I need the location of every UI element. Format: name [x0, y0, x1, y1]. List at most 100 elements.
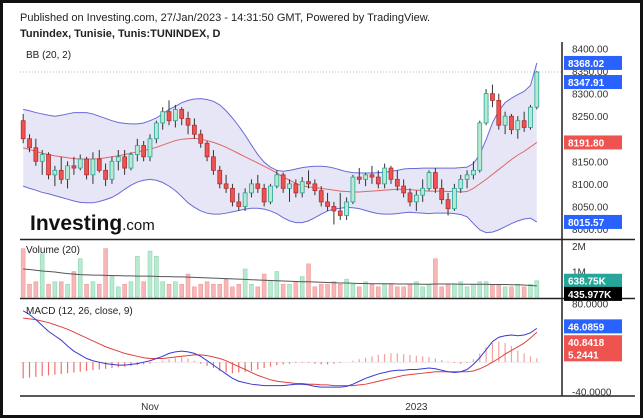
volume-bar [46, 283, 51, 298]
bb-lower-badge-bg [564, 214, 622, 229]
close-price-badge: 8347.91 [568, 78, 605, 89]
candle [344, 201, 349, 216]
candle [236, 201, 242, 207]
volume-bar [255, 286, 261, 298]
candle [287, 183, 292, 189]
candle [382, 167, 388, 185]
volume-bar [464, 286, 470, 298]
candle [84, 158, 89, 176]
volume-bar [395, 286, 400, 298]
volume-bar [299, 276, 305, 298]
volume-bar [407, 283, 413, 298]
volume-bar [445, 283, 451, 298]
volume-bar [502, 286, 508, 298]
volume-bar [249, 283, 254, 298]
candle [103, 169, 108, 180]
volume-bar [420, 286, 425, 298]
candle [96, 158, 102, 171]
bb-fill [23, 62, 537, 233]
price-tick-label: 8300.00 [572, 90, 609, 101]
candle [211, 156, 216, 171]
candle [312, 183, 318, 192]
volume-bar [312, 286, 318, 298]
macd-indicator-label: MACD (12, 26, close, 9) [26, 306, 133, 317]
volume-bar [77, 258, 83, 298]
volume-bar [223, 278, 229, 298]
volume-bar [58, 281, 64, 298]
volume-bar [337, 283, 343, 298]
volume-bar [496, 283, 502, 298]
volume-bar [128, 281, 134, 298]
candle [483, 93, 489, 124]
bb-upper-badge-bg [564, 55, 622, 70]
volume-bar [242, 268, 248, 298]
volume-bar [236, 283, 242, 298]
candle [27, 138, 32, 149]
volume-bar [471, 283, 476, 298]
volume-bar [280, 283, 286, 298]
candle [179, 109, 185, 119]
candle [350, 176, 356, 203]
volume-tick-label: 1M [572, 268, 586, 279]
published-caption: Published on Investing.com, 27/Jan/2023 … [20, 12, 431, 24]
macd-tick-label: -40.0000 [572, 388, 612, 399]
volume-bar [274, 271, 280, 298]
candle [471, 169, 476, 176]
volume-bar [33, 281, 39, 298]
volume-bar [261, 273, 267, 298]
candle [160, 111, 166, 124]
candle [172, 109, 178, 122]
candle [426, 172, 432, 189]
volume-bar [84, 283, 89, 298]
volume-bar [90, 281, 96, 298]
volume-bar [426, 283, 432, 298]
candle [534, 71, 540, 108]
volume-bar [122, 283, 127, 298]
candle [458, 178, 464, 189]
candle [141, 145, 147, 158]
bb-upper-badge: 8368.02 [568, 59, 605, 70]
candle [204, 142, 210, 158]
candle [521, 120, 527, 128]
volume-bar [521, 286, 527, 298]
volume-bar [217, 283, 223, 298]
volume-bar [39, 253, 45, 298]
volume-bar [166, 283, 172, 298]
volume-bar [388, 283, 394, 298]
volume-ma-line [23, 268, 537, 287]
candle [90, 158, 96, 176]
bb-lower-line [23, 178, 538, 234]
candle [249, 183, 254, 194]
volume-ma-badge-bg [564, 286, 622, 301]
candle [230, 187, 235, 203]
macd-tick-label: 80.0000 [572, 299, 609, 310]
volume-bar [414, 281, 419, 298]
volume-bar [439, 286, 444, 298]
candle [394, 178, 400, 187]
volume-bar [198, 283, 203, 298]
candle [299, 181, 305, 194]
volume-indicator-label: Volume (20) [26, 245, 80, 256]
candle [274, 174, 280, 187]
candle [122, 156, 127, 169]
close-price-badge-bg [564, 75, 622, 90]
candle [192, 124, 197, 135]
volume-bar [52, 281, 58, 298]
price-tick-label: 8350.00 [572, 67, 609, 78]
volume-bar [458, 281, 463, 298]
candle [185, 118, 191, 126]
bb-upper-line [23, 62, 538, 174]
candle [134, 145, 140, 155]
candle [515, 120, 521, 131]
signal-last-badge: 40.8418 [568, 338, 605, 349]
volume-bar [116, 286, 121, 298]
candle [65, 165, 70, 180]
price-tick-label: 8250.00 [572, 112, 609, 123]
volume-bar [27, 283, 32, 298]
histogram-last-badge-bg [564, 347, 622, 362]
volume-bar [363, 281, 368, 298]
candle [356, 176, 362, 180]
volume-bar [211, 283, 216, 298]
candle [413, 194, 419, 203]
